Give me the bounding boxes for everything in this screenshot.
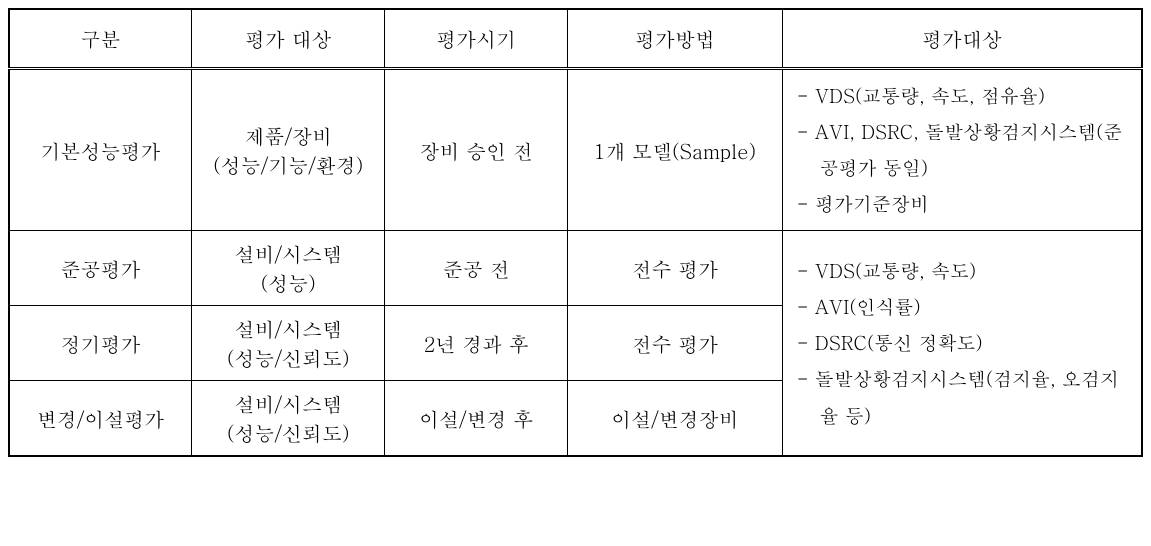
cell-category: 준공평가 [9, 231, 192, 306]
evaluation-table: 구분 평가 대상 평가시기 평가방법 평가대상 기본성능평가 제품/장비 (성능… [8, 8, 1143, 457]
detail-item: - VDS(교통량, 속도, 점유율) [797, 78, 1131, 114]
cell-detail: - VDS(교통량, 속도, 점유율) - AVI, DSRC, 돌발상황검지시… [782, 69, 1142, 231]
cell-timing: 2년 경과 후 [385, 306, 568, 381]
cell-target-line2: (성능/신뢰도) [202, 343, 374, 372]
detail-item: - 평가기준장비 [797, 186, 1131, 222]
detail-item: - DSRC(통신 정확도) [797, 325, 1131, 361]
detail-item: - AVI(인식률) [797, 289, 1131, 325]
cell-method: 전수 평가 [567, 306, 782, 381]
detail-item: - 돌발상황검지시스템(검지율, 오검지율 등) [797, 361, 1131, 433]
col-header-category: 구분 [9, 9, 192, 69]
table-row: 준공평가 설비/시스템 (성능) 준공 전 전수 평가 - VDS(교통량, 속… [9, 231, 1142, 306]
cell-target: 설비/시스템 (성능) [192, 231, 385, 306]
detail-item: - VDS(교통량, 속도) [797, 253, 1131, 289]
cell-target-line1: 설비/시스템 [202, 389, 374, 418]
cell-target-line2: (성능/신뢰도) [202, 418, 374, 447]
cell-timing: 준공 전 [385, 231, 568, 306]
col-header-detail: 평가대상 [782, 9, 1142, 69]
detail-item: - AVI, DSRC, 돌발상황검지시스템(준공평가 동일) [797, 114, 1131, 186]
cell-method: 전수 평가 [567, 231, 782, 306]
col-header-method: 평가방법 [567, 9, 782, 69]
cell-target: 설비/시스템 (성능/신뢰도) [192, 306, 385, 381]
cell-category: 기본성능평가 [9, 69, 192, 231]
cell-target-line1: 설비/시스템 [202, 239, 374, 268]
col-header-target: 평가 대상 [192, 9, 385, 69]
cell-category: 정기평가 [9, 306, 192, 381]
cell-method: 이설/변경장비 [567, 381, 782, 457]
table-header-row: 구분 평가 대상 평가시기 평가방법 평가대상 [9, 9, 1142, 69]
cell-target: 설비/시스템 (성능/신뢰도) [192, 381, 385, 457]
cell-target-line2: (성능) [202, 268, 374, 297]
cell-target: 제품/장비 (성능/기능/환경) [192, 69, 385, 231]
cell-target-line2: (성능/기능/환경) [202, 150, 374, 179]
col-header-timing: 평가시기 [385, 9, 568, 69]
table-row: 기본성능평가 제품/장비 (성능/기능/환경) 장비 승인 전 1개 모델(Sa… [9, 69, 1142, 231]
cell-method: 1개 모델(Sample) [567, 69, 782, 231]
cell-target-line1: 제품/장비 [202, 121, 374, 150]
cell-timing: 장비 승인 전 [385, 69, 568, 231]
cell-category: 변경/이설평가 [9, 381, 192, 457]
cell-timing: 이설/변경 후 [385, 381, 568, 457]
cell-target-line1: 설비/시스템 [202, 314, 374, 343]
cell-detail-merged: - VDS(교통량, 속도) - AVI(인식률) - DSRC(통신 정확도)… [782, 231, 1142, 457]
